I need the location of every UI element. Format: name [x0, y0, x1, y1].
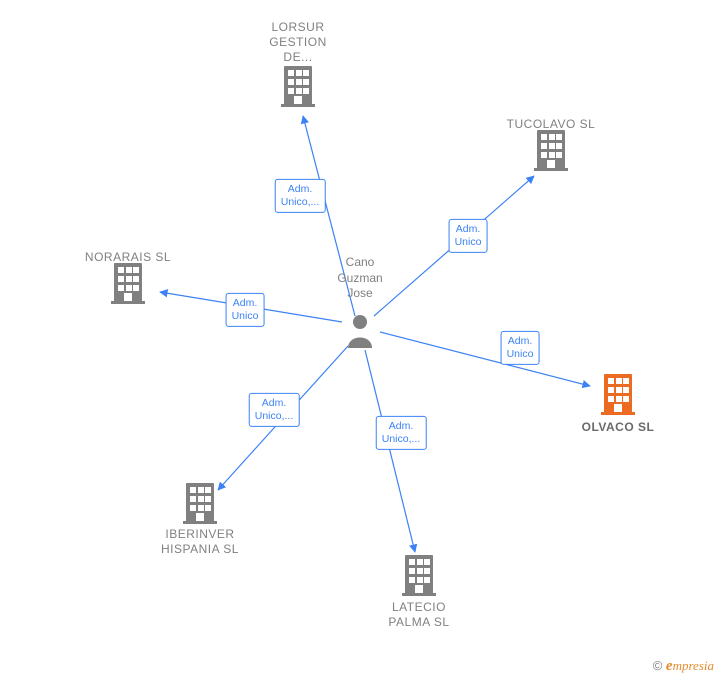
edge-label-norarais: Adm. Unico: [226, 293, 265, 327]
watermark-brand-e: e: [666, 658, 673, 674]
node-label-lorsur: LORSUR GESTION DE...: [269, 20, 327, 65]
node-label-norarais: NORARAIS SL: [85, 250, 171, 265]
node-label-latecio: LATECIO PALMA SL: [388, 600, 449, 630]
watermark: © empresia: [653, 658, 714, 675]
edge-label-tucolavo: Adm. Unico: [449, 219, 488, 253]
watermark-brand: mpresia: [673, 658, 714, 673]
edge-label-iberinver: Adm. Unico,...: [249, 393, 300, 427]
node-label-iberinver: IBERINVER HISPANIA SL: [161, 527, 239, 557]
edge-label-lorsur: Adm. Unico,...: [275, 179, 326, 213]
copyright-symbol: ©: [653, 658, 663, 673]
edge-label-latecio: Adm. Unico,...: [376, 416, 427, 450]
node-label-tucolavo: TUCOLAVO SL: [507, 117, 596, 132]
labels-layer: Adm. Unico,... Adm. Unico Adm. Unico Adm. U…: [0, 0, 728, 685]
edge-label-olvaco: Adm. Unico: [501, 331, 540, 365]
center-node-label: Cano Guzman Jose: [337, 255, 382, 302]
node-label-olvaco: OLVACO SL: [582, 420, 655, 435]
